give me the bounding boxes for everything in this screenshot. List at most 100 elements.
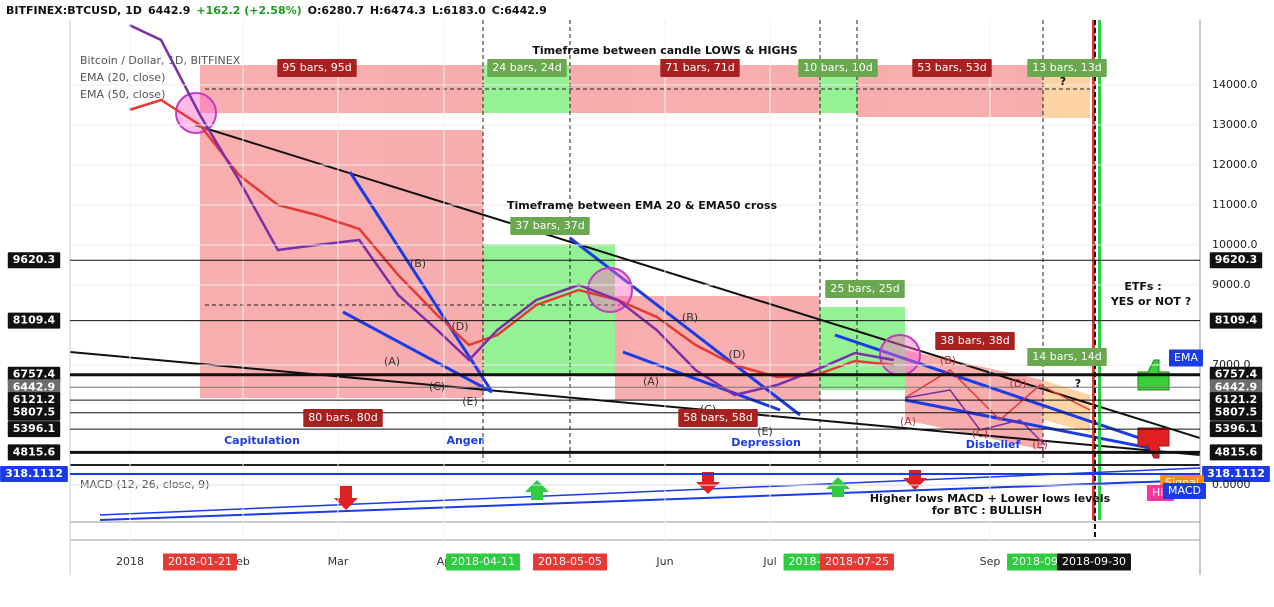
- label-background: [935, 332, 1015, 350]
- wave-path: [904, 389, 1046, 446]
- level-badge-left: 6757.4: [7, 366, 61, 383]
- level-badge-right: 4815.6: [1215, 445, 1258, 458]
- bar-count: 24 bars, 24d: [487, 59, 567, 77]
- level-badge-left: 6121.2: [13, 393, 55, 406]
- header-change: +162.2 (+2.58%): [196, 4, 301, 17]
- phase-label: Anger: [446, 434, 484, 447]
- macd-badge: 318.1112: [0, 465, 68, 482]
- label-background: [446, 553, 520, 571]
- level-badge-left: 6442.9: [13, 380, 55, 393]
- level-badge-left: 6757.4: [13, 368, 56, 381]
- wave-label: (E): [1032, 438, 1048, 451]
- dynamic-layer: BITFINEX:BTCUSD, 1D 6442.9 +162.2 (+2.58%)…: [0, 4, 1270, 571]
- date-marker: 2018-09-: [1012, 555, 1062, 568]
- bar-count: 53 bars, 53d: [912, 59, 992, 77]
- level-badge-right: 8109.4: [1215, 314, 1258, 327]
- level-badge-left: 9620.3: [7, 252, 61, 269]
- x-tick-label: Mar: [328, 555, 349, 568]
- bar-count: 10 bars, 10d: [803, 61, 872, 74]
- annotation-title: Timeframe between EMA 20 & EMA50 cross: [507, 199, 777, 212]
- legend-title: Bitcoin / Dollar, 1D, BITFINEX: [80, 54, 241, 67]
- label-background: [510, 217, 590, 235]
- level-badge-left: 5807.5: [13, 406, 55, 419]
- header-last: 6442.9: [148, 4, 190, 17]
- event-line: [1092, 20, 1095, 520]
- channel-line: [348, 171, 494, 393]
- wave-label: (C): [429, 380, 445, 393]
- label-background: [1169, 349, 1203, 367]
- label-background: [7, 444, 61, 461]
- bar-count: 71 bars, 71d: [660, 59, 740, 77]
- level-badge-left: 5807.5: [7, 404, 61, 421]
- wave-label: (B): [682, 311, 698, 324]
- macd-badge: 318.1112: [1207, 467, 1265, 480]
- label-background: [825, 280, 905, 298]
- bar-count: 25 bars, 25d: [825, 280, 905, 298]
- label-background: [1209, 252, 1263, 269]
- level-badge-right: 5807.5: [1215, 406, 1257, 419]
- label-background: [7, 404, 61, 421]
- label-background: [0, 465, 68, 482]
- date-marker: 2018-09-30: [1057, 553, 1131, 571]
- y-tick-label: 9000.0: [1212, 278, 1251, 291]
- zone: [483, 244, 615, 374]
- etf-label: ETFs :: [1124, 280, 1161, 293]
- date-marker: 2018-04-11: [451, 555, 515, 568]
- date-marker: 2018-01-21: [168, 555, 232, 568]
- label-background: [303, 409, 383, 427]
- label-background: [7, 379, 61, 396]
- wave-label: (D): [1009, 377, 1026, 390]
- level-badge-right: 5807.5: [1209, 404, 1263, 421]
- level-badge-left: 9620.3: [13, 253, 55, 266]
- header-low: L:6183.0: [432, 4, 486, 17]
- bar-count: 71 bars, 71d: [665, 61, 734, 74]
- wave-label: (A): [900, 415, 916, 428]
- bar-count: 37 bars, 37d: [515, 219, 584, 232]
- macd-trend: [99, 479, 1201, 521]
- y-tick-label: 11000.0: [1212, 198, 1258, 211]
- label-background: [1209, 379, 1263, 396]
- phase-label: Depression: [731, 436, 801, 449]
- label-background: [1209, 421, 1263, 438]
- level-badge-left: 8109.4: [13, 314, 56, 327]
- date-marker: 2018-07-25: [825, 555, 889, 568]
- label-background: [487, 59, 567, 77]
- bar-count: 95 bars, 95d: [277, 59, 357, 77]
- date-marker: 2018-05-05: [538, 555, 602, 568]
- macd-badge: 318.1112: [1202, 465, 1270, 482]
- label-background: [1202, 465, 1270, 482]
- label-background: [7, 366, 61, 383]
- thumbs-down: [1137, 427, 1170, 459]
- label-background: [7, 392, 61, 409]
- macd-tick-label: 0.0000: [1212, 478, 1251, 491]
- legend-entry: EMA (20, close): [80, 71, 165, 84]
- wave-label: (D): [451, 320, 468, 333]
- annotation-title: Timeframe between candle LOWS & HIGHS: [532, 44, 797, 57]
- level-badge-right: 6442.9: [1209, 379, 1263, 396]
- bar-count: 37 bars, 37d: [510, 217, 590, 235]
- y-tick-label: 13000.0: [1212, 118, 1258, 131]
- channel-line: [342, 310, 493, 394]
- label-background: [1027, 59, 1107, 77]
- channel-line: [904, 398, 1161, 452]
- level-badge-right: 6121.2: [1215, 393, 1257, 406]
- zone: [200, 130, 483, 398]
- date-marker: 2018-01-21: [163, 553, 237, 571]
- label-background: [1027, 348, 1107, 366]
- date-marker: 2018-0: [789, 555, 828, 568]
- wave-label: (B): [410, 257, 426, 270]
- level-badge-right: 4815.6: [1209, 444, 1263, 461]
- bar-count: 38 bars, 38d: [935, 332, 1015, 350]
- bar-count: 14 bars, 14d: [1032, 350, 1101, 363]
- ema-line: [128, 23, 895, 397]
- x-tick-label: eb: [236, 555, 250, 568]
- header-symbol: BITFINEX:BTCUSD, 1D: [6, 4, 142, 17]
- level-badge-left: 5396.1: [7, 421, 61, 438]
- label-background: [1007, 553, 1067, 571]
- etf-label: YES or NOT ?: [1110, 295, 1191, 308]
- y-tick-label: 12000.0: [1212, 158, 1258, 171]
- date-marker: 2018-09-: [1007, 553, 1067, 571]
- ema-badge: EMA: [1174, 351, 1198, 364]
- macd-badge: MACD: [1163, 483, 1206, 499]
